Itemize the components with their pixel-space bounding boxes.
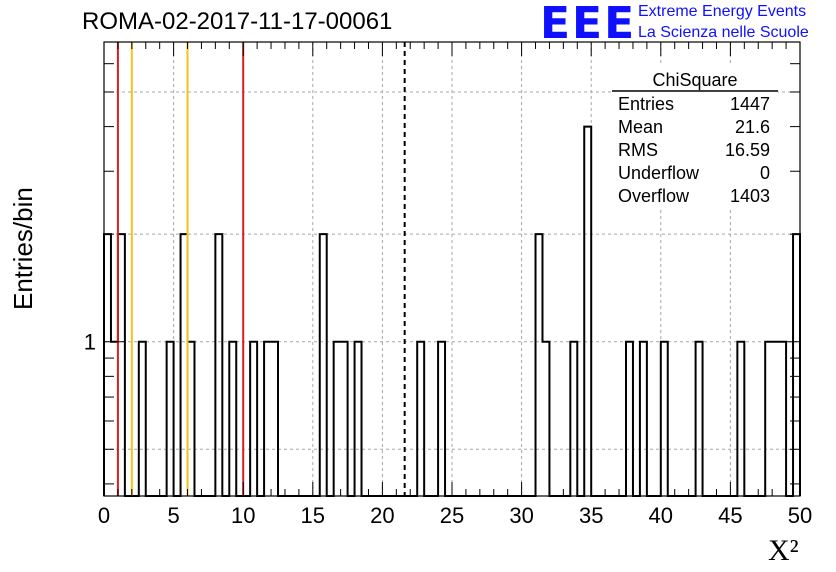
histogram-bin	[111, 342, 118, 496]
chart-title: ROMA-02-2017-11-17-00061	[82, 8, 393, 35]
x-tick-label: 25	[440, 503, 464, 528]
histogram-bin	[570, 342, 577, 496]
stats-value-overflow: 1403	[730, 186, 770, 206]
histogram-bin	[167, 342, 174, 496]
histogram-bin	[793, 234, 800, 496]
histogram-bin	[765, 342, 772, 496]
histogram-bin	[118, 234, 125, 496]
eee-logo: EEE Extreme Energy Events La Scienza nel…	[540, 2, 830, 46]
stats-title: ChiSquare	[652, 70, 737, 90]
x-tick-label: 40	[649, 503, 673, 528]
histogram-bin	[320, 234, 327, 496]
histogram-bin	[779, 342, 786, 496]
histogram-bin	[661, 342, 668, 496]
stats-label-entries: Entries	[618, 94, 674, 114]
histogram-bin	[417, 342, 424, 496]
x-tick-label: 50	[788, 503, 812, 528]
logo-line-2: La Scienza nelle Scuole	[638, 24, 809, 41]
histogram-bin	[438, 342, 445, 496]
x-tick-label: 15	[301, 503, 325, 528]
stats-label-underflow: Underflow	[618, 163, 700, 183]
histogram-bin	[355, 342, 362, 496]
x-tick-label: 10	[231, 503, 255, 528]
histogram-bin	[334, 342, 341, 496]
stats-box: ChiSquare Entries 1447 Mean 21.6 RMS 16.59 Unde…	[612, 66, 778, 210]
histogram-bin	[626, 342, 633, 496]
histogram-bin	[229, 342, 236, 496]
x-tick-label: 45	[718, 503, 742, 528]
histogram-bin	[104, 234, 111, 496]
histogram-bin	[181, 234, 188, 496]
x-tick-label: 20	[370, 503, 394, 528]
stats-value-entries: 1447	[730, 94, 770, 114]
histogram-bin	[271, 342, 278, 496]
y-tick-label: 1	[84, 330, 96, 355]
histogram-bin	[188, 342, 195, 496]
histogram-bin	[264, 342, 271, 496]
eee-logo-mark: EEE	[540, 0, 637, 49]
x-tick-label: 5	[167, 503, 179, 528]
histogram-bin	[584, 127, 591, 496]
axes: 0 5 10 15 20 25 30 35 40 45 50 1	[84, 41, 812, 528]
x-tick-label: 35	[579, 503, 603, 528]
stats-label-overflow: Overflow	[618, 186, 690, 206]
x-tick-label: 30	[509, 503, 533, 528]
stats-label-mean: Mean	[618, 117, 663, 137]
logo-line-1: Extreme Energy Events	[638, 3, 807, 20]
stats-value-underflow: 0	[760, 163, 770, 183]
histogram-bin	[215, 234, 222, 496]
x-tick-label: 0	[98, 503, 110, 528]
marker-lines	[116, 42, 406, 496]
histogram-bin	[772, 342, 779, 496]
x-axis-label: X²	[768, 534, 799, 567]
stats-value-rms: 16.59	[725, 140, 770, 160]
histogram-bin	[640, 342, 647, 496]
histogram-bin	[250, 342, 257, 496]
histogram-bin	[696, 342, 703, 496]
stats-value-mean: 21.6	[735, 117, 770, 137]
histogram-bin	[542, 342, 549, 496]
histogram-bin	[737, 342, 744, 496]
histogram-bin	[341, 342, 348, 496]
stats-background	[612, 66, 778, 210]
histogram-bin	[536, 234, 543, 496]
histogram-bin	[139, 342, 146, 496]
stats-label-rms: RMS	[618, 140, 658, 160]
